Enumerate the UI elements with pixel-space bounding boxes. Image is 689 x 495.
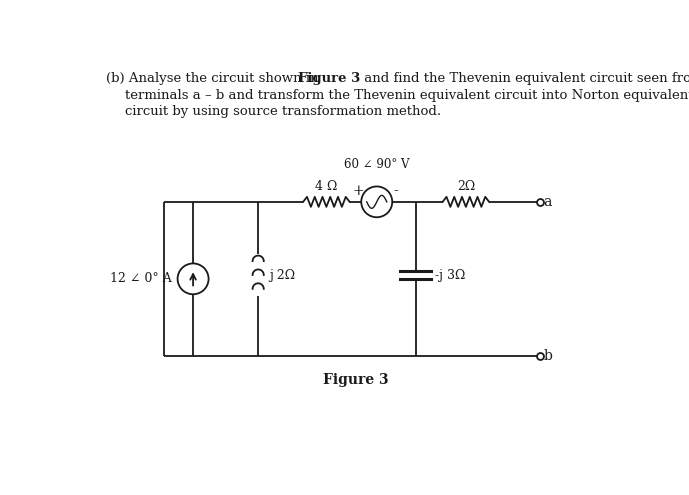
Text: j 2Ω: j 2Ω xyxy=(269,268,295,282)
Text: -j 3Ω: -j 3Ω xyxy=(435,268,465,282)
Text: +: + xyxy=(352,184,364,198)
Text: Figure 3: Figure 3 xyxy=(322,373,388,387)
Text: b: b xyxy=(544,349,553,363)
Text: a: a xyxy=(544,195,552,209)
Text: 2Ω: 2Ω xyxy=(457,180,475,194)
Text: 60 ∠ 90° V: 60 ∠ 90° V xyxy=(344,158,409,171)
Text: Figure 3: Figure 3 xyxy=(298,72,360,86)
Text: 4 Ω: 4 Ω xyxy=(315,180,338,194)
Text: circuit by using source transformation method.: circuit by using source transformation m… xyxy=(125,105,441,118)
Text: (b) Analyse the circuit shown in: (b) Analyse the circuit shown in xyxy=(105,72,322,86)
Text: -: - xyxy=(393,184,398,198)
Text: 12 ∠ 0° A: 12 ∠ 0° A xyxy=(110,272,172,285)
Text: terminals a – b and transform the Thevenin equivalent circuit into Norton equiva: terminals a – b and transform the Theven… xyxy=(125,89,689,101)
Text: and find the Thevenin equivalent circuit seen from: and find the Thevenin equivalent circuit… xyxy=(360,72,689,86)
